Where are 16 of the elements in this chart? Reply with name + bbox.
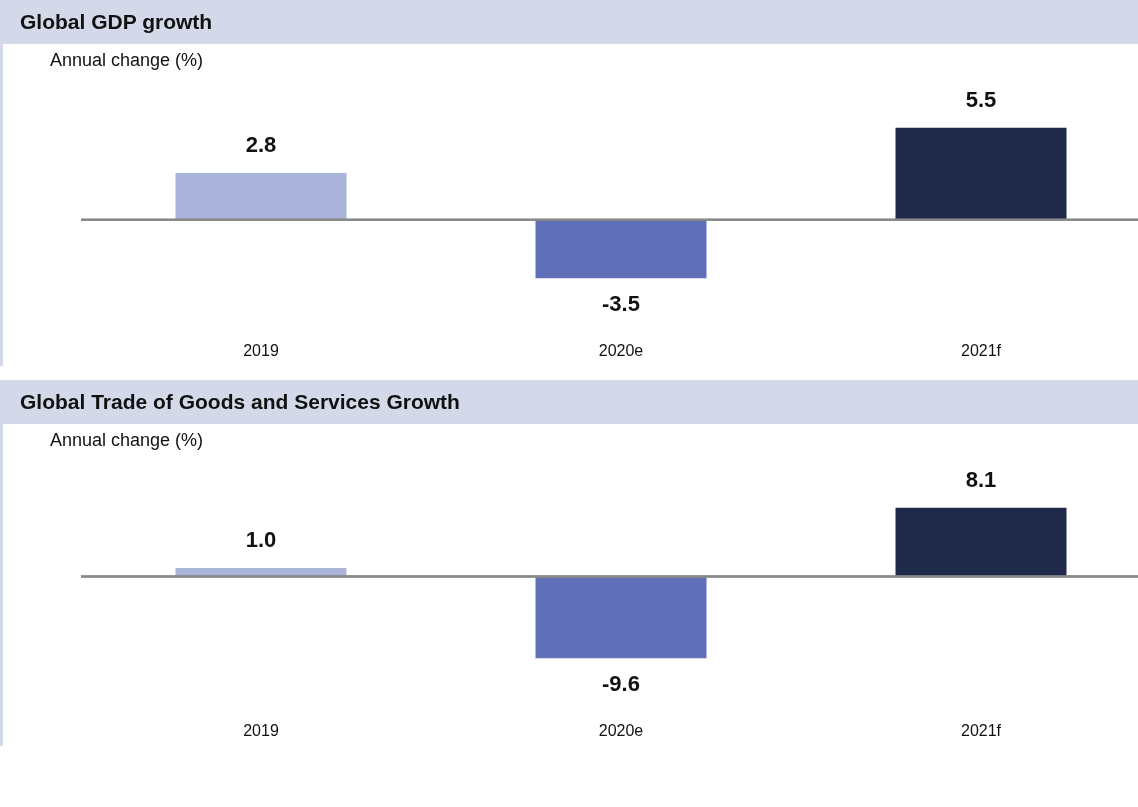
data-label: 8.1 — [965, 466, 997, 492]
data-label: -3.5 — [602, 291, 640, 317]
chart-title: Global Trade of Goods and Services Growth — [3, 380, 1138, 424]
x-tick-label: 2021f — [960, 721, 1002, 739]
data-label: -9.6 — [602, 671, 640, 697]
y-axis-title: Annual change (%) — [50, 50, 204, 70]
x-tick-label: 2019 — [243, 721, 279, 739]
x-tick-label: 2021f — [960, 341, 1002, 359]
data-label: 5.5 — [965, 86, 997, 112]
data-label: 1.0 — [245, 527, 277, 553]
x-tick-label: 2020e — [598, 341, 644, 359]
x-tick-label: 2020e — [598, 721, 644, 739]
chart-title: Global GDP growth — [3, 0, 1138, 44]
data-label: 2.8 — [245, 131, 277, 157]
y-axis-title: Annual change (%) — [50, 430, 204, 450]
x-tick-label: 2019 — [243, 341, 279, 359]
